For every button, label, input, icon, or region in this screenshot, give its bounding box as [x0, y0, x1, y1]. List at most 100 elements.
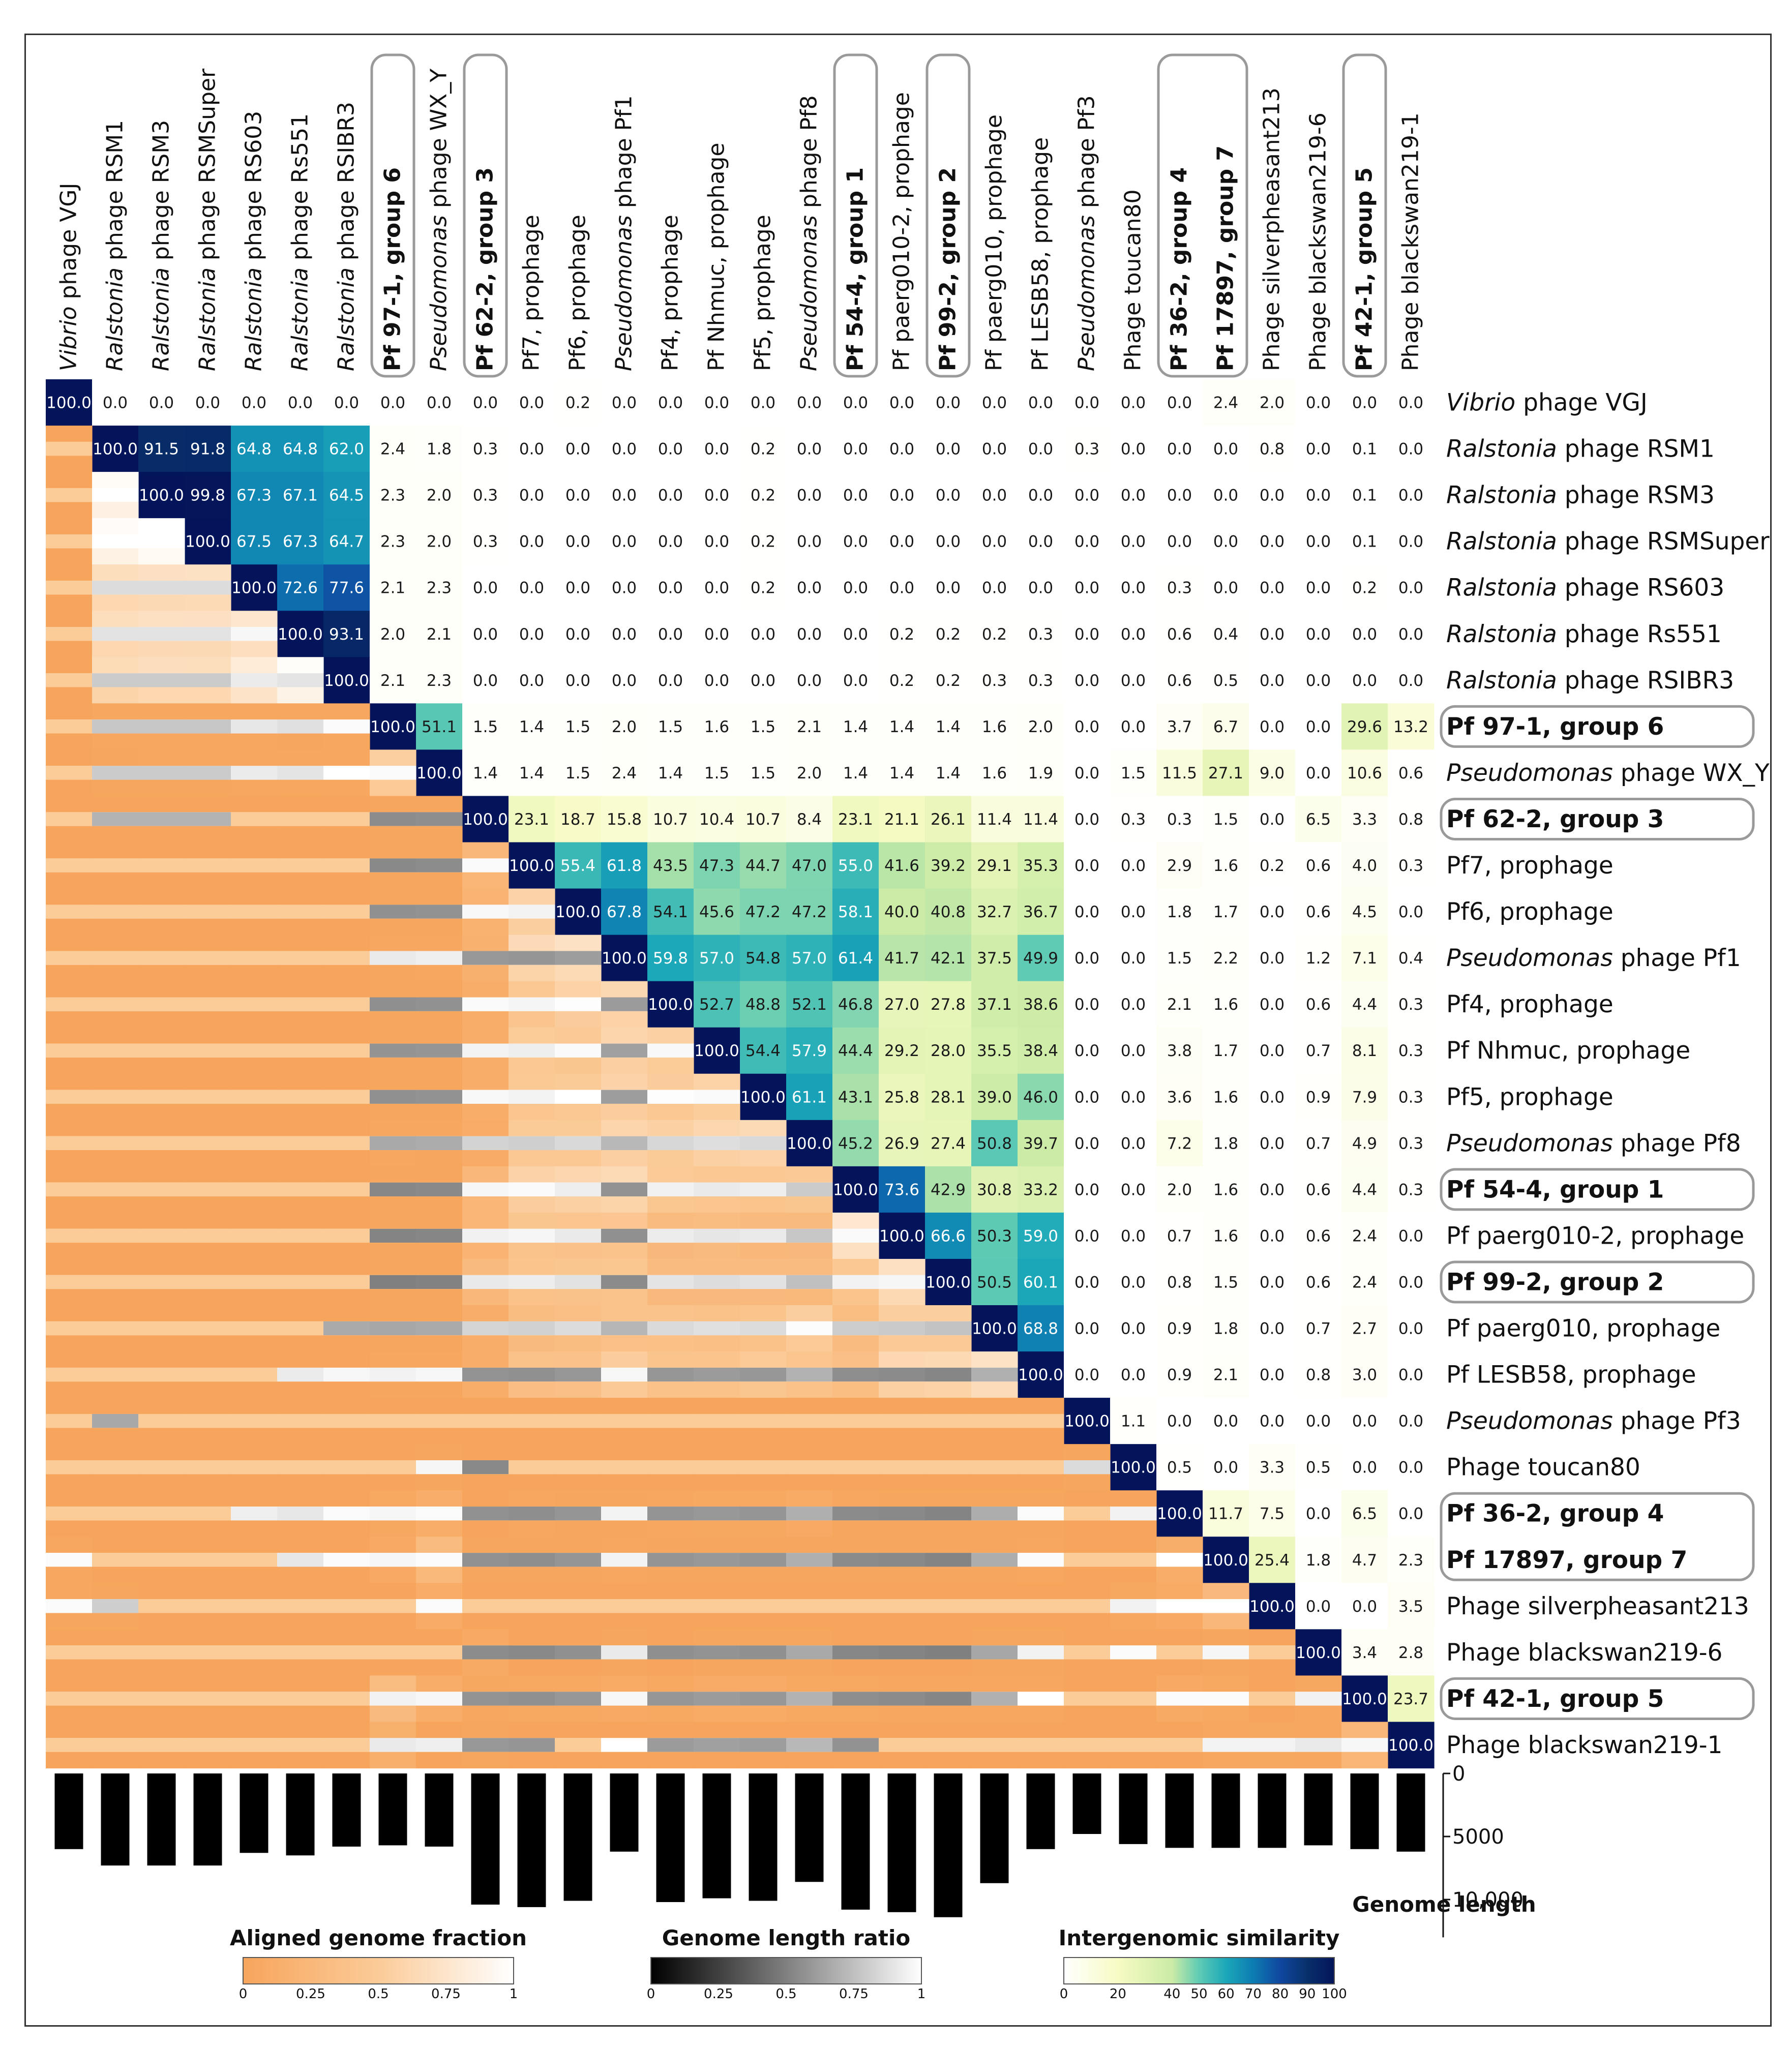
length-ratio-cell: [277, 997, 324, 1011]
aligned-fraction-cell: [138, 1027, 185, 1044]
cell-value: 0.0: [242, 394, 266, 412]
heatmap-cell: [740, 703, 787, 750]
cell-value: 0.0: [843, 672, 868, 690]
aligned-fraction-cell: [1203, 1752, 1249, 1769]
heatmap-cell: [879, 703, 925, 750]
heatmap-cell: [1341, 1490, 1388, 1537]
length-ratio-cell: [370, 1553, 416, 1567]
aligned-fraction-cell: [462, 1428, 509, 1444]
cell-value: 0.0: [565, 625, 590, 644]
cell-value: 0.6: [1167, 625, 1192, 644]
cell-value: 0.0: [1213, 579, 1238, 597]
length-ratio-cell: [694, 1413, 740, 1428]
aligned-fraction-cell: [555, 1752, 602, 1769]
cell-value: 0.0: [1306, 764, 1331, 782]
length-ratio-cell: [138, 627, 185, 641]
length-ratio-cell: [138, 673, 185, 687]
heatmap-cell: [971, 981, 1018, 1028]
aligned-fraction-cell: [694, 1444, 740, 1461]
cell-value: 0.0: [1260, 903, 1285, 921]
length-ratio-cell: [231, 1043, 278, 1058]
aligned-fraction-cell: [231, 1428, 278, 1444]
cell-value: 41.7: [884, 949, 919, 968]
aligned-fraction-cell: [786, 1613, 833, 1630]
aligned-fraction-cell: [971, 1583, 1018, 1600]
aligned-fraction-cell: [1110, 1490, 1157, 1507]
genome-length-bar: [240, 1773, 268, 1853]
aligned-fraction-cell: [138, 1305, 185, 1321]
cell-value: 0.3: [473, 487, 498, 505]
heatmap-cell: [786, 472, 833, 519]
aligned-fraction-cell: [138, 611, 185, 627]
aligned-fraction-cell: [46, 872, 93, 889]
cell-value: 2.3: [380, 487, 405, 505]
cell-value: 23.7: [1393, 1690, 1428, 1708]
cell-value: 0.0: [1074, 672, 1099, 690]
genome-length-bar: [841, 1773, 870, 1910]
aligned-fraction-cell: [231, 749, 278, 766]
cell-value: 2.3: [427, 579, 452, 597]
cell-value: 51.1: [422, 718, 457, 736]
aligned-fraction-cell: [416, 965, 463, 982]
aligned-fraction-cell: [1110, 1752, 1157, 1769]
row-group-box: [1440, 1677, 1755, 1720]
heatmap-cell: [1249, 1027, 1296, 1074]
aligned-fraction-cell: [462, 1722, 509, 1738]
cell-value: 100.0: [1018, 1366, 1063, 1384]
cell-value: 1.6: [1213, 1181, 1238, 1199]
aligned-fraction-cell: [462, 1398, 509, 1414]
heatmap-cell: [1249, 657, 1296, 704]
heatmap-cell: [1341, 1073, 1388, 1121]
length-ratio-cell: [740, 1553, 787, 1567]
cell-value: 0.8: [1167, 1273, 1192, 1291]
heatmap-cell: [879, 1027, 925, 1074]
heatmap-cell: [601, 426, 648, 472]
aligned-fraction-cell: [138, 1335, 185, 1352]
cell-value: 1.5: [751, 764, 775, 782]
aligned-fraction-cell: [416, 1629, 463, 1646]
length-ratio-cell: [416, 1599, 463, 1613]
aligned-fraction-cell: [925, 1675, 972, 1692]
aligned-fraction-cell: [138, 1567, 185, 1583]
aligned-fraction-cell: [509, 1752, 555, 1769]
cell-value: 59.8: [653, 949, 688, 968]
cell-value: 0.0: [982, 533, 1007, 551]
aligned-fraction-cell: [46, 1166, 93, 1183]
cell-value: 1.4: [889, 764, 914, 782]
length-ratio-cell: [694, 1645, 740, 1660]
aligned-fraction-cell: [740, 1659, 787, 1676]
heatmap-cell: [1203, 1258, 1249, 1306]
cell-value: 1.5: [704, 764, 729, 782]
aligned-fraction-cell: [323, 1474, 370, 1491]
aligned-fraction-cell: [370, 1752, 416, 1769]
heatmap-cell: [832, 564, 879, 611]
aligned-fraction-cell: [786, 1335, 833, 1352]
aligned-fraction-cell: [370, 1398, 416, 1414]
column-label: Pf 42-1, group 5: [1352, 167, 1378, 371]
aligned-fraction-cell: [185, 1351, 231, 1368]
length-ratio-cell: [879, 1321, 925, 1336]
aligned-fraction-cell: [92, 826, 139, 843]
heatmap-cell: [1249, 1305, 1296, 1352]
aligned-fraction-cell: [786, 1258, 833, 1275]
aligned-fraction-cell: [971, 1490, 1018, 1507]
cell-value: 1.5: [565, 764, 590, 782]
aligned-fraction-cell: [832, 1381, 879, 1398]
aligned-fraction-cell: [509, 1057, 555, 1074]
aligned-fraction-cell: [185, 1583, 231, 1600]
aligned-fraction-cell: [555, 1381, 602, 1398]
aligned-fraction-cell: [1110, 1629, 1157, 1646]
cell-value: 0.0: [1306, 1412, 1331, 1431]
cell-value: 67.3: [283, 533, 318, 551]
length-ratio-cell: [185, 1228, 231, 1243]
heatmap-cell: [832, 472, 879, 519]
aligned-fraction-cell: [185, 657, 231, 674]
length-ratio-cell: [971, 1367, 1018, 1382]
heatmap-cell: [1388, 1351, 1435, 1398]
cell-value: 0.0: [658, 579, 683, 597]
aligned-fraction-cell: [925, 1705, 972, 1723]
aligned-fraction-cell: [185, 1196, 231, 1213]
length-ratio-cell: [694, 1090, 740, 1104]
aligned-fraction-cell: [555, 935, 602, 951]
aligned-fraction-cell: [277, 826, 324, 843]
